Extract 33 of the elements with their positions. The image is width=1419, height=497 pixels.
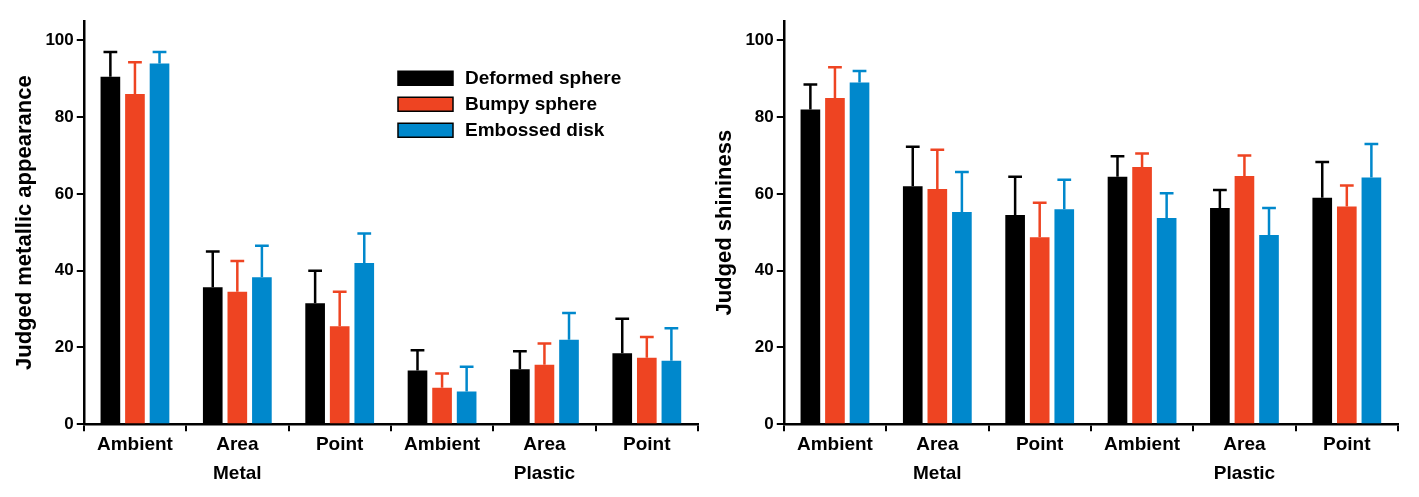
x-tick-label: Area xyxy=(523,432,566,454)
y-tick-label: 20 xyxy=(754,337,774,357)
y-tick-label: 0 xyxy=(64,413,74,433)
text: Plastic xyxy=(1213,461,1276,483)
x-tick-label: Area xyxy=(1223,432,1266,454)
x-tick-label: Ambient xyxy=(96,432,174,454)
x-tick-label: Ambient xyxy=(1104,432,1181,454)
y-tick-label: 100 xyxy=(45,30,74,50)
text: Metal xyxy=(213,461,262,483)
x-tick-label: Point xyxy=(1015,432,1065,454)
y-axis-title: Judged shininess xyxy=(711,129,737,316)
x-tick-label: Point xyxy=(315,432,365,454)
x-tick-label: Ambient xyxy=(404,432,481,454)
legend-label: Embossed disk xyxy=(465,119,605,141)
y-tick-label: 40 xyxy=(54,260,74,280)
x-tick-label: Area xyxy=(916,432,959,454)
x-tick-label: Point xyxy=(623,432,672,454)
legend-label: Deformed sphere xyxy=(465,67,622,89)
x-tick-label: Ambient xyxy=(796,432,874,454)
y-tick-label: 60 xyxy=(54,183,74,203)
text: Metal xyxy=(913,461,962,483)
legend-label: Bumpy sphere xyxy=(465,93,597,115)
y-tick-label: 0 xyxy=(764,413,774,433)
y-tick-label: 80 xyxy=(54,106,74,126)
y-axis-title: Judged metallic appearance xyxy=(11,75,37,371)
y-tick-label: 40 xyxy=(754,260,774,280)
x-tick-label: Point xyxy=(1323,432,1372,454)
y-tick-label: 60 xyxy=(754,183,774,203)
y-tick-label: 100 xyxy=(745,30,774,50)
y-tick-label: 20 xyxy=(54,337,74,357)
text: Plastic xyxy=(513,461,576,483)
x-tick-label: Area xyxy=(216,432,259,454)
y-tick-label: 80 xyxy=(754,106,774,126)
